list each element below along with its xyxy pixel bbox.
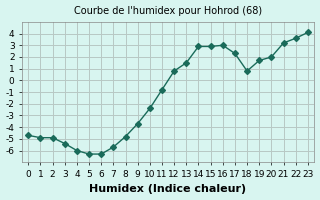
Title: Courbe de l'humidex pour Hohrod (68): Courbe de l'humidex pour Hohrod (68): [74, 6, 262, 16]
X-axis label: Humidex (Indice chaleur): Humidex (Indice chaleur): [90, 184, 247, 194]
